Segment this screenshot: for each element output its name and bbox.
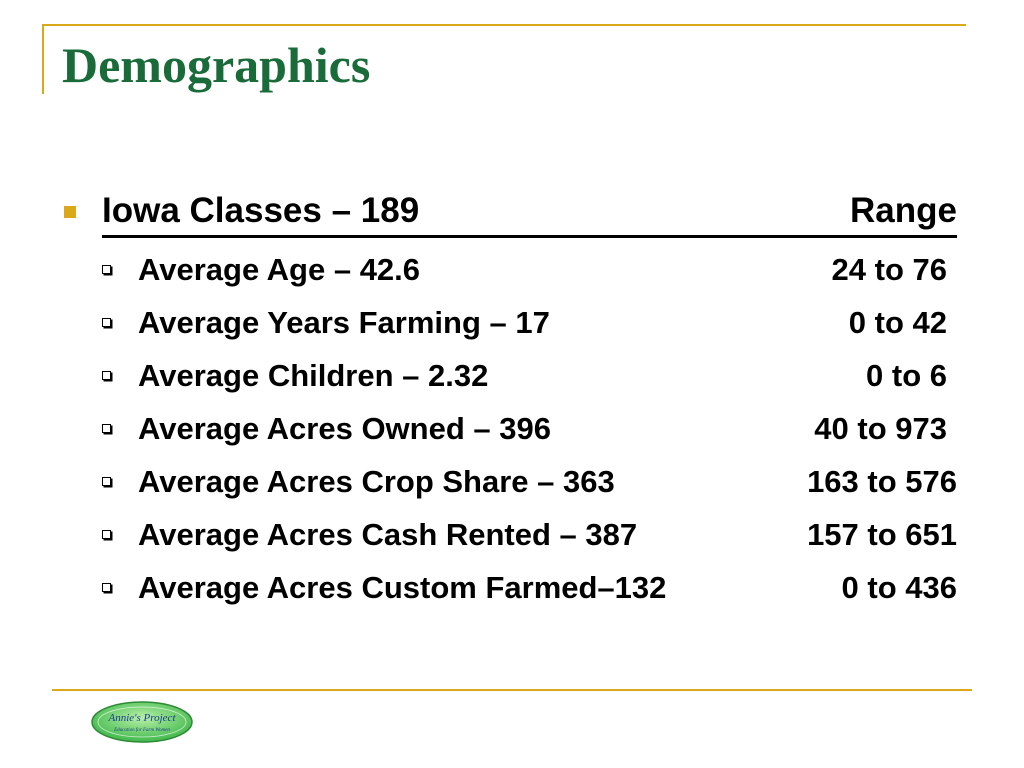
checkbox-bullet-icon	[102, 424, 111, 433]
checkbox-bullet-icon	[102, 477, 111, 486]
checkbox-bullet-icon	[102, 583, 111, 592]
checkbox-bullet-icon	[102, 530, 111, 539]
item-range: 24 to 76	[831, 252, 947, 287]
frame-top-line	[42, 24, 966, 26]
checkbox-bullet-icon	[102, 318, 111, 327]
checkbox-bullet-icon	[102, 371, 111, 380]
item-label: Average Acres Custom Farmed–132	[138, 570, 667, 605]
item-label: Average Acres Cash Rented – 387	[138, 517, 638, 552]
square-bullet-icon	[64, 206, 76, 218]
logo-subtitle: Education for Farm Women	[113, 728, 170, 733]
checkbox-bullet-icon	[102, 265, 111, 274]
item-label: Average Acres Crop Share – 363	[138, 464, 615, 499]
item-label: Average Age – 42.6	[138, 252, 421, 287]
list-item: Average Acres Cash Rented – 387 157 to 6…	[102, 517, 957, 557]
annies-project-logo: Annie's Project Education for Farm Women	[91, 701, 193, 743]
list-item: Average Years Farming – 17 0 to 42	[102, 305, 957, 345]
item-range: 0 to 42	[848, 305, 947, 340]
footer-divider	[52, 689, 972, 691]
item-label: Average Years Farming – 17	[138, 305, 550, 340]
item-range: 157 to 651	[807, 517, 957, 552]
item-label: Average Children – 2.32	[138, 358, 489, 393]
item-label: Average Acres Owned – 396	[138, 411, 551, 446]
frame-left-line	[42, 24, 44, 94]
item-range: 163 to 576	[807, 464, 957, 499]
item-range: 40 to 973	[814, 411, 947, 446]
logo-title: Annie's Project	[107, 712, 176, 724]
list-item: Average Age – 42.6 24 to 76	[102, 252, 957, 292]
item-range: 0 to 436	[841, 570, 957, 605]
list-item: Average Acres Owned – 396 40 to 973	[102, 411, 957, 451]
header-row: Iowa Classes – 189 Range	[102, 191, 957, 238]
slide-title: Demographics	[62, 37, 371, 93]
header-label: Iowa Classes – 189	[102, 191, 420, 230]
list-item: Average Acres Crop Share – 363 163 to 57…	[102, 464, 957, 504]
list-item: Average Acres Custom Farmed–132 0 to 436	[102, 570, 957, 610]
list-item: Average Children – 2.32 0 to 6	[102, 358, 957, 398]
item-range: 0 to 6	[866, 358, 947, 393]
header-range-label: Range	[850, 191, 957, 230]
